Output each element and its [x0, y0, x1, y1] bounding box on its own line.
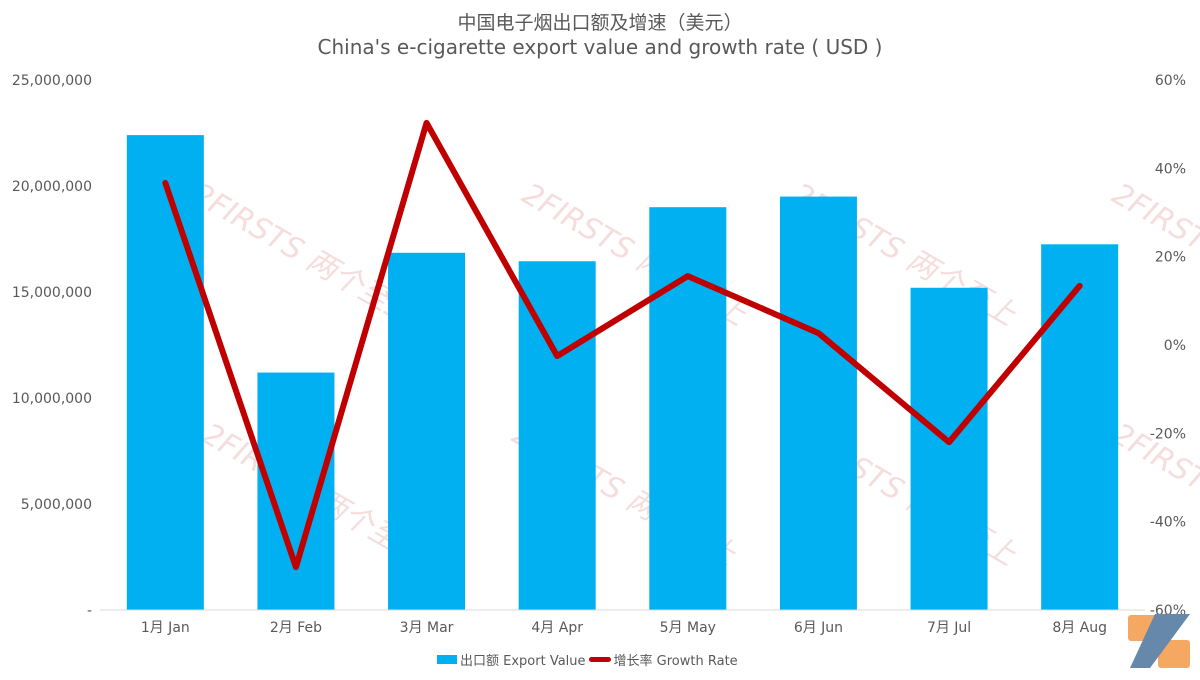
x-axis-tick-label: 3月 Mar — [400, 620, 454, 636]
bar-7 — [910, 287, 988, 610]
left-axis-tick-label: - — [87, 603, 92, 619]
bar-3 — [388, 252, 466, 610]
logo-square-bottom — [1158, 640, 1190, 668]
left-axis-tick-label: 10,000,000 — [12, 391, 92, 407]
x-axis-tick-label: 7月 Jul — [927, 620, 971, 636]
left-axis-tick-label: 25,000,000 — [12, 73, 92, 89]
growth-rate-line — [162, 119, 1083, 571]
right-axis-tick-label: 20% — [1155, 250, 1186, 266]
right-axis-tick-label: 0% — [1164, 338, 1186, 354]
x-axis-tick-label: 2月 Feb — [270, 620, 322, 636]
chart-title: 中国电子烟出口额及增速（美元） — [457, 12, 743, 34]
right-axis-tick-label: 60% — [1155, 73, 1186, 89]
x-axis-tick-label: 5月 May — [660, 620, 716, 636]
legend-label-export: 出口额 Export Value — [460, 654, 586, 669]
bar-8 — [1041, 244, 1119, 611]
x-axis-tick-label: 1月 Jan — [141, 620, 190, 636]
left-axis-tick-label: 15,000,000 — [12, 285, 92, 301]
right-axis-tick-label: -40% — [1150, 515, 1186, 531]
bar-1 — [126, 135, 204, 610]
bar-5 — [649, 207, 727, 610]
left-axis-tick-label: 5,000,000 — [21, 497, 92, 513]
bar-6 — [779, 196, 857, 610]
x-axis-tick-label: 4月 Apr — [531, 620, 583, 636]
right-axis-tick-label: 40% — [1155, 161, 1186, 177]
left-axis-tick-label: 20,000,000 — [12, 179, 92, 195]
x-axis-tick-label: 8月 Aug — [1052, 620, 1107, 636]
x-axis-tick-label: 6月 Jun — [794, 620, 843, 636]
chart-subtitle: China's e-cigarette export value and gro… — [317, 35, 883, 59]
logo-slash — [1130, 614, 1190, 668]
right-axis-tick-label: -20% — [1150, 426, 1186, 442]
legend: 出口额 Export Value 增长率 Growth Rate — [437, 650, 738, 669]
bar-4 — [518, 261, 596, 610]
legend-label-growth: 增长率 Growth Rate — [613, 654, 738, 669]
legend-swatch-export — [437, 655, 457, 664]
legend-swatch-growth — [588, 657, 611, 662]
